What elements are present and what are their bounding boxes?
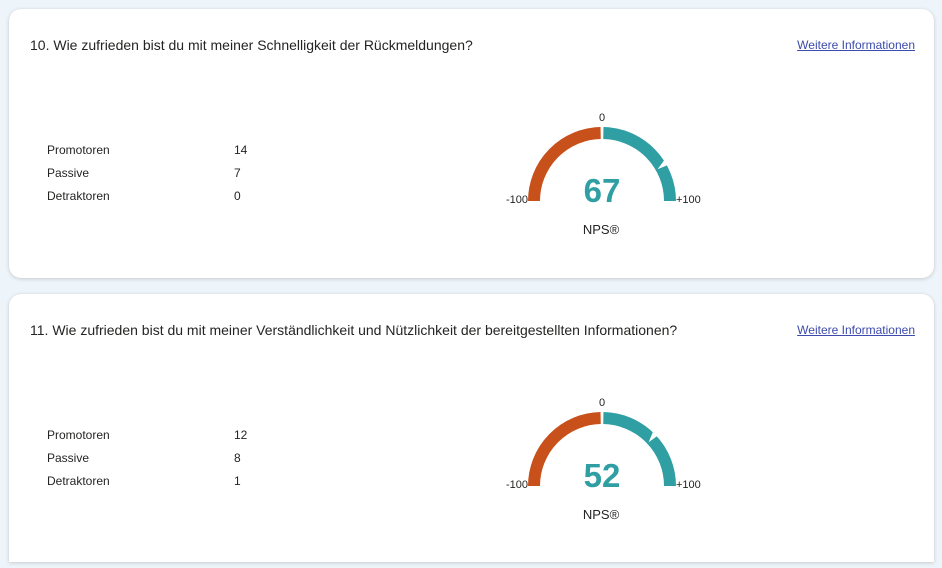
nps-breakdown: Promotoren 12 Passive 8 Detraktoren 1 (47, 428, 267, 497)
stat-value: 12 (234, 428, 248, 442)
nps-score: 67 (584, 172, 621, 209)
stat-value: 0 (234, 189, 241, 203)
stat-row-promoters: Promotoren 12 (47, 428, 267, 451)
stat-label: Passive (47, 166, 90, 180)
stat-label: Promotoren (47, 143, 110, 157)
nps-gauge-svg: 0 -100 +100 52 NPS® (506, 397, 701, 522)
stat-value: 1 (234, 474, 241, 488)
stat-value: 8 (234, 451, 241, 465)
nps-caption: NPS® (583, 222, 620, 237)
stat-value: 7 (234, 166, 241, 180)
more-info-link[interactable]: Weitere Informationen (797, 38, 915, 52)
gauge-mid-label: 0 (599, 112, 605, 124)
stat-row-promoters: Promotoren 14 (47, 143, 267, 166)
stat-row-detractors: Detraktoren 0 (47, 189, 267, 212)
nps-gauge: 0 -100 +100 67 NPS® (489, 97, 701, 237)
stat-row-passives: Passive 8 (47, 451, 267, 474)
stat-label: Detraktoren (47, 474, 110, 488)
gauge-max-label: +100 (676, 194, 701, 206)
nps-gauge-svg: 0 -100 +100 67 NPS® (506, 112, 701, 237)
stat-label: Passive (47, 451, 90, 465)
nps-breakdown: Promotoren 14 Passive 7 Detraktoren 0 (47, 143, 267, 212)
question-card-11: 11. Wie zufrieden bist du mit meiner Ver… (9, 294, 934, 562)
question-card-10: 10. Wie zufrieden bist du mit meiner Sch… (9, 9, 934, 278)
gauge-arc-promoters (603, 127, 676, 202)
gauge-max-label: +100 (676, 479, 701, 491)
gauge-min-label: -100 (506, 194, 528, 206)
stat-label: Detraktoren (47, 189, 110, 203)
question-title: 10. Wie zufrieden bist du mit meiner Sch… (30, 37, 473, 53)
gauge-mid-label: 0 (599, 397, 605, 409)
gauge-needle-marker (657, 158, 669, 170)
nps-caption: NPS® (583, 507, 620, 522)
stat-row-detractors: Detraktoren 1 (47, 474, 267, 497)
stat-row-passives: Passive 7 (47, 166, 267, 189)
nps-score: 52 (584, 457, 621, 494)
stat-value: 14 (234, 143, 248, 157)
gauge-arc-detractors (528, 412, 601, 487)
stat-label: Promotoren (47, 428, 110, 442)
more-info-link[interactable]: Weitere Informationen (797, 323, 915, 337)
question-title: 11. Wie zufrieden bist du mit meiner Ver… (30, 322, 678, 338)
gauge-arc-detractors (528, 127, 601, 202)
nps-gauge: 0 -100 +100 52 NPS® (489, 382, 701, 522)
gauge-needle-marker (648, 430, 659, 443)
gauge-min-label: -100 (506, 479, 528, 491)
